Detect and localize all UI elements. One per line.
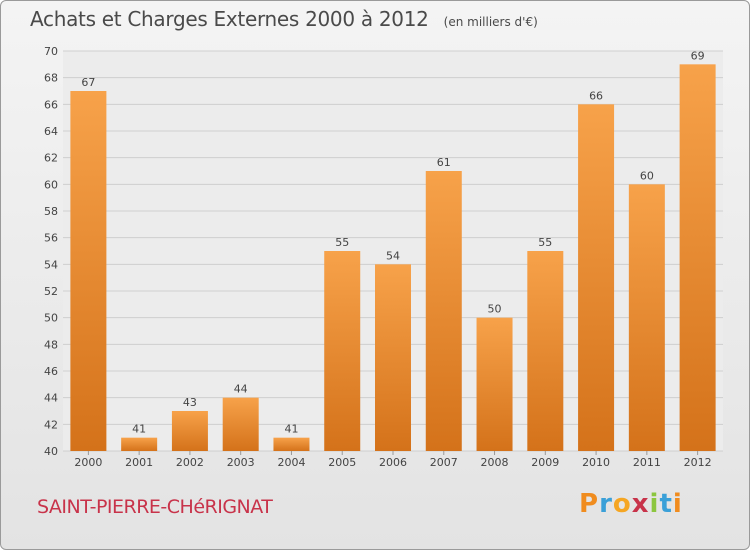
value-label: 54	[386, 249, 400, 262]
x-tick-label: 2008	[481, 456, 509, 469]
y-tick-label: 58	[44, 205, 58, 218]
bar-2010	[578, 104, 615, 451]
value-label: 55	[335, 236, 349, 249]
commune-name: SAINT-PIERRE-CHéRIGNAT	[37, 496, 273, 518]
x-tick-label: 2001	[125, 456, 153, 469]
x-tick-label: 2010	[582, 456, 610, 469]
bar-2007	[425, 171, 462, 451]
x-tick-label: 2005	[328, 456, 356, 469]
y-tick-label: 62	[44, 152, 58, 165]
bar-2000	[70, 91, 107, 451]
y-tick-label: 40	[44, 445, 58, 458]
bar-2005	[324, 251, 361, 451]
chart-subtitle: (en milliers d'€)	[443, 15, 538, 29]
logo-letter: x	[631, 489, 650, 519]
bars	[70, 64, 716, 452]
x-tick-label: 2002	[176, 456, 204, 469]
logo-letter: P	[579, 489, 600, 519]
value-label: 41	[284, 423, 298, 436]
value-label: 44	[234, 383, 248, 396]
value-label: 55	[538, 236, 552, 249]
y-tick-label: 46	[44, 365, 58, 378]
value-label: 41	[132, 423, 146, 436]
value-label: 50	[488, 303, 502, 316]
logo-letter: t	[659, 489, 673, 519]
y-tick-label: 60	[44, 178, 58, 191]
bar-2006	[375, 264, 411, 451]
title-row: Achats et Charges Externes 2000 à 2012 (…	[30, 7, 538, 31]
y-tick-label: 42	[44, 418, 58, 431]
value-label: 67	[81, 76, 95, 89]
y-tick-label: 44	[44, 392, 58, 405]
value-labels: 67 41 43 44 41 55 54 61 50 55 66 60 69	[81, 49, 704, 435]
y-tick-label: 50	[44, 312, 58, 325]
x-tick-label: 2011	[633, 456, 661, 469]
x-tick-label: 2003	[227, 456, 255, 469]
value-label: 43	[183, 396, 197, 409]
y-tick-label: 70	[44, 45, 58, 58]
logo-letter: i	[672, 489, 683, 519]
x-tick-label: 2012	[684, 456, 712, 469]
bar-2004	[273, 437, 310, 451]
bar-2008	[476, 317, 513, 451]
bar-2001	[121, 437, 158, 451]
y-tick-label: 52	[44, 285, 58, 298]
bar-2002	[171, 411, 208, 451]
y-tick-label: 66	[44, 98, 58, 111]
logo-letter: r	[599, 489, 613, 519]
bar-2009	[527, 251, 564, 451]
x-tick-label: 2000	[74, 456, 102, 469]
y-tick-label: 64	[44, 125, 58, 138]
y-tick-label: 54	[44, 258, 58, 271]
y-tick-label: 48	[44, 338, 58, 351]
value-label: 61	[437, 156, 451, 169]
y-tick-label: 56	[44, 232, 58, 245]
x-tick-label: 2006	[379, 456, 407, 469]
x-tick-label: 2007	[430, 456, 458, 469]
logo-letter: i	[649, 489, 660, 519]
y-tick-label: 68	[44, 72, 58, 85]
x-tick-label: 2004	[277, 456, 305, 469]
x-axis-ticks: 2000 2001 2002 2003 2004 2005 2006 2007 2008 2009…	[74, 451, 712, 469]
value-label: 69	[691, 49, 705, 62]
logo-letter: o	[612, 489, 632, 519]
value-label: 66	[589, 89, 603, 102]
x-tick-label: 2009	[531, 456, 559, 469]
bar-2003	[222, 397, 259, 451]
chart-title: Achats et Charges Externes 2000 à 2012	[30, 7, 429, 31]
value-label: 60	[640, 169, 654, 182]
proxiti-logo: Proxiti	[579, 489, 683, 519]
bar-2011	[628, 184, 665, 452]
y-axis-ticks: 40 42 44 46 48 50 52 54 56 58 60 62 64 66 68 70	[44, 45, 58, 458]
bar-2012	[679, 64, 716, 452]
